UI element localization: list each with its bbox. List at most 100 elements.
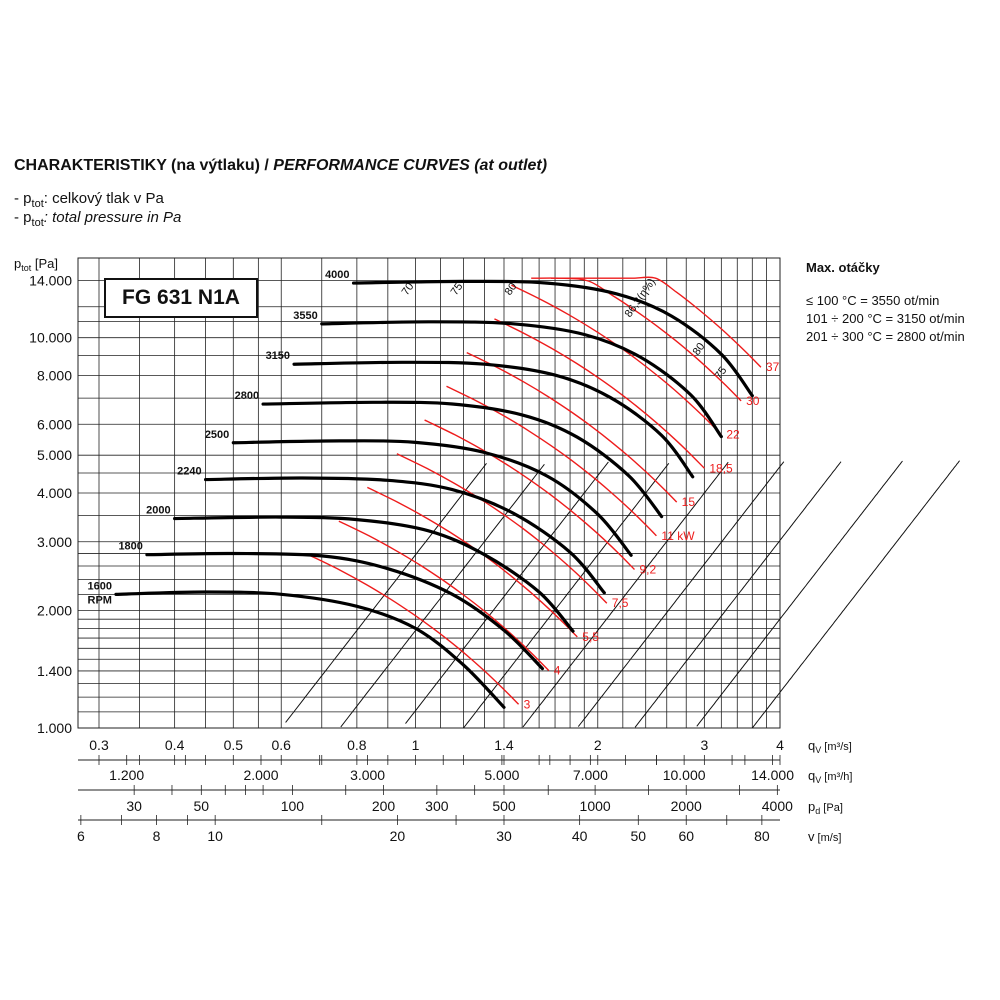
x-tick-label: 60 (678, 828, 694, 844)
x-tick-label: 30 (496, 828, 512, 844)
rpm-unit-label: RPM (88, 594, 112, 606)
rpm-label: 1800 (118, 541, 142, 553)
x-axis-label: qV [m³/s] (808, 738, 852, 755)
rpm-label: 2500 (205, 429, 229, 441)
x-tick-label: 3.000 (350, 767, 385, 783)
rpm-curve (320, 320, 723, 439)
rpm-curve (261, 400, 664, 519)
x-tick-label: 100 (281, 798, 305, 814)
power-curve (396, 453, 608, 604)
system-line (522, 461, 729, 728)
x-tick-label: 3 (700, 737, 708, 753)
y-tick-label: 5.000 (37, 447, 72, 463)
efficiency-label: 75 (449, 281, 466, 298)
legend-en-sub: tot (31, 217, 44, 229)
y-tick-label: 1.000 (37, 720, 72, 736)
legend-cz-sub: tot (31, 198, 44, 210)
y-tick-label: 1.400 (37, 663, 72, 679)
power-curve-label: 22 (726, 428, 740, 442)
x-tick-label: 30 (126, 798, 142, 814)
x-tick-label: 2000 (671, 798, 702, 814)
x-tick-label: 14.000 (751, 767, 794, 783)
x-tick-label: 200 (372, 798, 396, 814)
system-line (696, 460, 903, 727)
rpm-curve (173, 515, 575, 633)
x-tick-label: 1.200 (109, 767, 144, 783)
y-tick-label: 3.000 (37, 534, 72, 550)
x-tick-label: 7.000 (573, 767, 608, 783)
power-curve (424, 419, 635, 570)
system-line (285, 462, 487, 723)
x-tick-label: 4000 (762, 798, 793, 814)
x-tick-label: 5.000 (484, 767, 519, 783)
efficiency-label: 70 (400, 281, 417, 298)
power-curve-label: 5,5 (582, 630, 599, 644)
x-tick-label: 6 (77, 828, 85, 844)
rpm-label: 2240 (177, 466, 201, 478)
efficiency-label: 75 (713, 365, 730, 382)
title-italic: PERFORMANCE CURVES (at outlet) (273, 157, 548, 174)
power-curve-label: 9,2 (640, 562, 657, 576)
system-line (405, 461, 609, 724)
x-tick-label: 10 (207, 828, 223, 844)
x-tick-label: 0.4 (165, 737, 185, 753)
x-tick-label: 1.4 (494, 737, 514, 753)
rpm-curve (292, 360, 695, 479)
title-bold: CHARAKTERISTIKY (na výtlaku) / (14, 157, 274, 174)
power-curve (531, 277, 742, 402)
y-tick-label: 2.000 (37, 603, 72, 619)
power-curve (367, 486, 578, 638)
legend-en-text: : total pressure in Pa (43, 209, 182, 226)
rpm-label: 1600 (87, 580, 111, 592)
rpm-label: 4000 (325, 269, 349, 281)
system-line (751, 460, 960, 729)
power-curve-label: 3 (524, 697, 531, 711)
x-tick-label: 0.6 (271, 737, 291, 753)
rpm-label: 3150 (266, 350, 290, 362)
x-axis-label: v [m/s] (808, 829, 841, 844)
power-curve (511, 284, 722, 436)
x-tick-label: 10.000 (663, 767, 706, 783)
system-line (634, 461, 842, 728)
power-curve-label: 4 (554, 664, 561, 678)
x-tick-label: 1 (412, 737, 420, 753)
y-tick-label: 8.000 (37, 368, 72, 384)
power-curve-label: 15 (682, 495, 696, 509)
legend-en-prefix: - p (14, 209, 32, 226)
power-curve-label: 18,5 (709, 461, 733, 475)
x-tick-label: 300 (425, 798, 449, 814)
y-axis-label: ptot [Pa] (14, 256, 58, 273)
vertical-grid (98, 258, 781, 728)
x-tick-label: 50 (194, 798, 210, 814)
power-curve (550, 276, 762, 368)
rpm-curve (145, 551, 544, 671)
max-speed-line-2: 101 ÷ 200 °C = 3150 ot/min (806, 311, 965, 326)
efficiency-label: 80 (691, 341, 708, 358)
x-axis-label: qV [m³/h] (808, 768, 852, 785)
x-tick-label: 50 (631, 828, 647, 844)
rpm-curves (114, 279, 754, 709)
chart-title-text: CHARAKTERISTIKY (na výtlaku) / PERFORMAN… (14, 157, 547, 175)
legend-cz-prefix: - p (14, 190, 32, 207)
x-tick-label: 20 (390, 828, 406, 844)
legend-cz-text: : celkový tlak v Pa (43, 190, 164, 207)
x-tick-label: 500 (492, 798, 516, 814)
power-curve (466, 351, 678, 503)
power-curve-label: 30 (746, 394, 760, 408)
x-tick-label: 80 (754, 828, 770, 844)
rpm-curve (231, 439, 633, 557)
x-tick-label: 40 (572, 828, 588, 844)
power-curve-label: 11 kW (661, 529, 695, 543)
x-tick-label: 0.8 (347, 737, 367, 753)
rpm-curve (204, 476, 606, 595)
model-label: FG 631 N1A (104, 278, 258, 318)
x-tick-label: 1000 (580, 798, 611, 814)
power-curve (494, 318, 705, 469)
max-speed-heading: Max. otáčky (806, 260, 880, 275)
rpm-label: 3550 (293, 310, 317, 322)
x-tick-label: 0.3 (89, 737, 109, 753)
power-curve-label: 37 (766, 360, 780, 374)
efficiency-label: 80 (503, 281, 520, 298)
rpm-curve (114, 590, 506, 709)
